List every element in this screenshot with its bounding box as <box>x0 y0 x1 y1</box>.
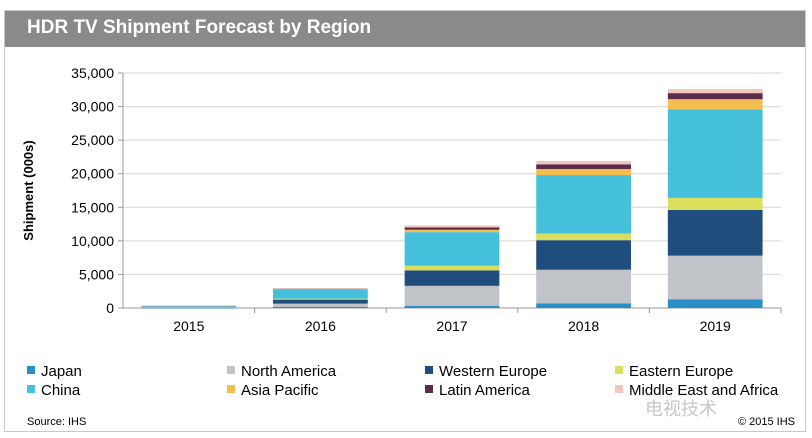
watermark: 电视技术 <box>645 399 717 419</box>
bar-asia-pacific-2016 <box>273 289 368 290</box>
x-tick-label: 2019 <box>700 318 731 334</box>
bar-china-2016 <box>273 289 368 299</box>
bar-middle-east-and-africa-2017 <box>404 225 500 228</box>
bar-middle-east-and-africa-2015 <box>141 305 237 307</box>
y-axis-label: Shipment (000s) <box>21 140 36 240</box>
y-tick-label: 25,000 <box>71 132 114 148</box>
bar-western-europe-2017 <box>404 270 500 286</box>
bar-middle-east-and-africa-2019 <box>667 89 763 94</box>
bar-latin-america-2018 <box>536 164 631 170</box>
bar-middle-east-and-africa-2016 <box>273 288 368 289</box>
legend-item: Eastern Europe <box>615 363 733 381</box>
x-tick-label: 2015 <box>173 318 204 334</box>
bar-japan-2018 <box>536 303 631 308</box>
bar-north-america-2016 <box>273 303 368 307</box>
bar-china-2017 <box>404 232 500 266</box>
bar-latin-america-2016 <box>273 288 368 290</box>
bar-japan-2019 <box>667 299 763 308</box>
y-tick-label: 0 <box>106 300 114 316</box>
bar-japan-2015 <box>141 307 237 309</box>
legend-item: Latin America <box>425 382 530 400</box>
x-tick-label: 2018 <box>568 318 599 334</box>
y-tick-label: 10,000 <box>71 233 114 249</box>
y-tick-label: 30,000 <box>71 99 114 115</box>
bar-japan-2017 <box>404 305 500 308</box>
chart-plot: 0 5,000 10,000 15,000 20,000 25,000 30,000 35,0… <box>21 65 782 334</box>
y-tick-label: 15,000 <box>71 199 114 215</box>
bar-western-europe-2016 <box>273 299 368 304</box>
legend-item: Japan <box>27 363 82 381</box>
bar-japan-2016 <box>273 306 368 308</box>
bar-north-america-2017 <box>404 285 500 306</box>
y-tick-label: 35,000 <box>71 65 114 81</box>
bar-north-america-2019 <box>667 255 763 300</box>
legend-item: Asia Pacific <box>227 382 319 400</box>
legend-label: North America <box>241 363 337 380</box>
legend-swatch <box>227 385 235 393</box>
legend-swatch <box>425 366 433 374</box>
y-tick-label: 5,000 <box>79 266 114 282</box>
legend-swatch <box>615 366 623 374</box>
legend-label: Japan <box>41 363 82 380</box>
bar-asia-pacific-2018 <box>536 169 631 176</box>
source-note: Source: IHS <box>27 416 87 428</box>
bar-eastern-europe-2019 <box>667 197 763 210</box>
y-tick-label: 20,000 <box>71 166 114 182</box>
legend-swatch <box>27 385 35 393</box>
bar-china-2018 <box>536 175 631 234</box>
bar-china-2015 <box>141 305 237 308</box>
legend-item: Western Europe <box>425 363 547 381</box>
legend-label: Eastern Europe <box>629 363 734 380</box>
x-tick-label: 2016 <box>305 318 336 334</box>
legend-swatch <box>615 385 623 393</box>
bar-eastern-europe-2018 <box>536 233 631 241</box>
bar-china-2019 <box>667 109 763 198</box>
chart-frame: HDR TV Shipment Forecast by Region 0 5,00… <box>4 10 806 432</box>
chart-title: HDR TV Shipment Forecast by Region <box>27 17 372 38</box>
legend-label: Asia Pacific <box>241 382 319 399</box>
bar-asia-pacific-2017 <box>404 229 500 233</box>
legend-label: China <box>41 382 81 399</box>
legend-label: Middle East and Africa <box>629 382 779 399</box>
title-bar: HDR TV Shipment Forecast by Region <box>5 11 805 47</box>
bar-latin-america-2017 <box>404 227 500 230</box>
bar-latin-america-2019 <box>667 93 763 100</box>
legend-item: China <box>27 382 80 400</box>
bar-eastern-europe-2015 <box>141 307 237 308</box>
bar-western-europe-2019 <box>667 209 763 256</box>
bar-western-europe-2018 <box>536 240 631 270</box>
bar-north-america-2018 <box>536 269 631 304</box>
x-tick-label: 2017 <box>436 318 467 334</box>
legend-item: Middle East and Africa <box>615 382 778 400</box>
bar-middle-east-and-africa-2018 <box>536 160 631 165</box>
legend-swatch <box>27 366 35 374</box>
legend-swatch <box>425 385 433 393</box>
legend-label: Latin America <box>439 382 530 399</box>
bar-eastern-europe-2017 <box>404 265 500 271</box>
bar-asia-pacific-2019 <box>667 99 763 110</box>
copyright-note: © 2015 IHS <box>737 416 795 428</box>
legend-item: North America <box>227 363 336 381</box>
bar-eastern-europe-2016 <box>273 298 368 300</box>
legend-swatch <box>227 366 235 374</box>
legend-label: Western Europe <box>439 363 548 380</box>
